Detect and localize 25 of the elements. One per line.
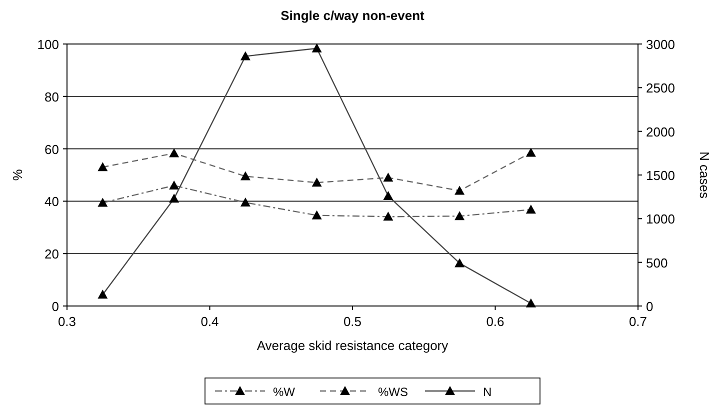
x-tick-label: 0.5 — [343, 314, 362, 329]
x-tick-label: 0.3 — [58, 314, 76, 329]
y-tick-label: 0 — [52, 299, 59, 314]
y2-tick-label: 1000 — [646, 212, 675, 227]
y2-tick-label: 2500 — [646, 80, 675, 96]
y-tick-label: 80 — [44, 89, 59, 104]
legend-label: N — [483, 385, 492, 399]
x-tick-label: 0.6 — [486, 314, 504, 329]
y2-axis-title: N cases — [697, 152, 712, 199]
chart-title: Single c/way non-event — [280, 8, 426, 23]
x-axis-title: Average skid resistance category — [256, 338, 449, 353]
y-tick-label: 100 — [37, 37, 59, 52]
y-axis-title: % — [10, 168, 25, 181]
legend-label: %WS — [378, 385, 408, 399]
y-tick-label: 20 — [44, 246, 59, 262]
x-tick-label: 0.7 — [628, 314, 648, 329]
y-tick-label: 40 — [44, 194, 59, 210]
y2-tick-label: 0 — [646, 299, 654, 314]
legend-label: %W — [273, 385, 296, 399]
y2-tick-label: 500 — [646, 255, 668, 270]
y-tick-label: 60 — [44, 142, 59, 157]
y2-tick-label: 2000 — [646, 124, 675, 140]
y2-tick-label: 3000 — [646, 37, 675, 52]
y2-tick-label: 1500 — [646, 168, 675, 183]
x-tick-label: 0.4 — [200, 314, 219, 329]
